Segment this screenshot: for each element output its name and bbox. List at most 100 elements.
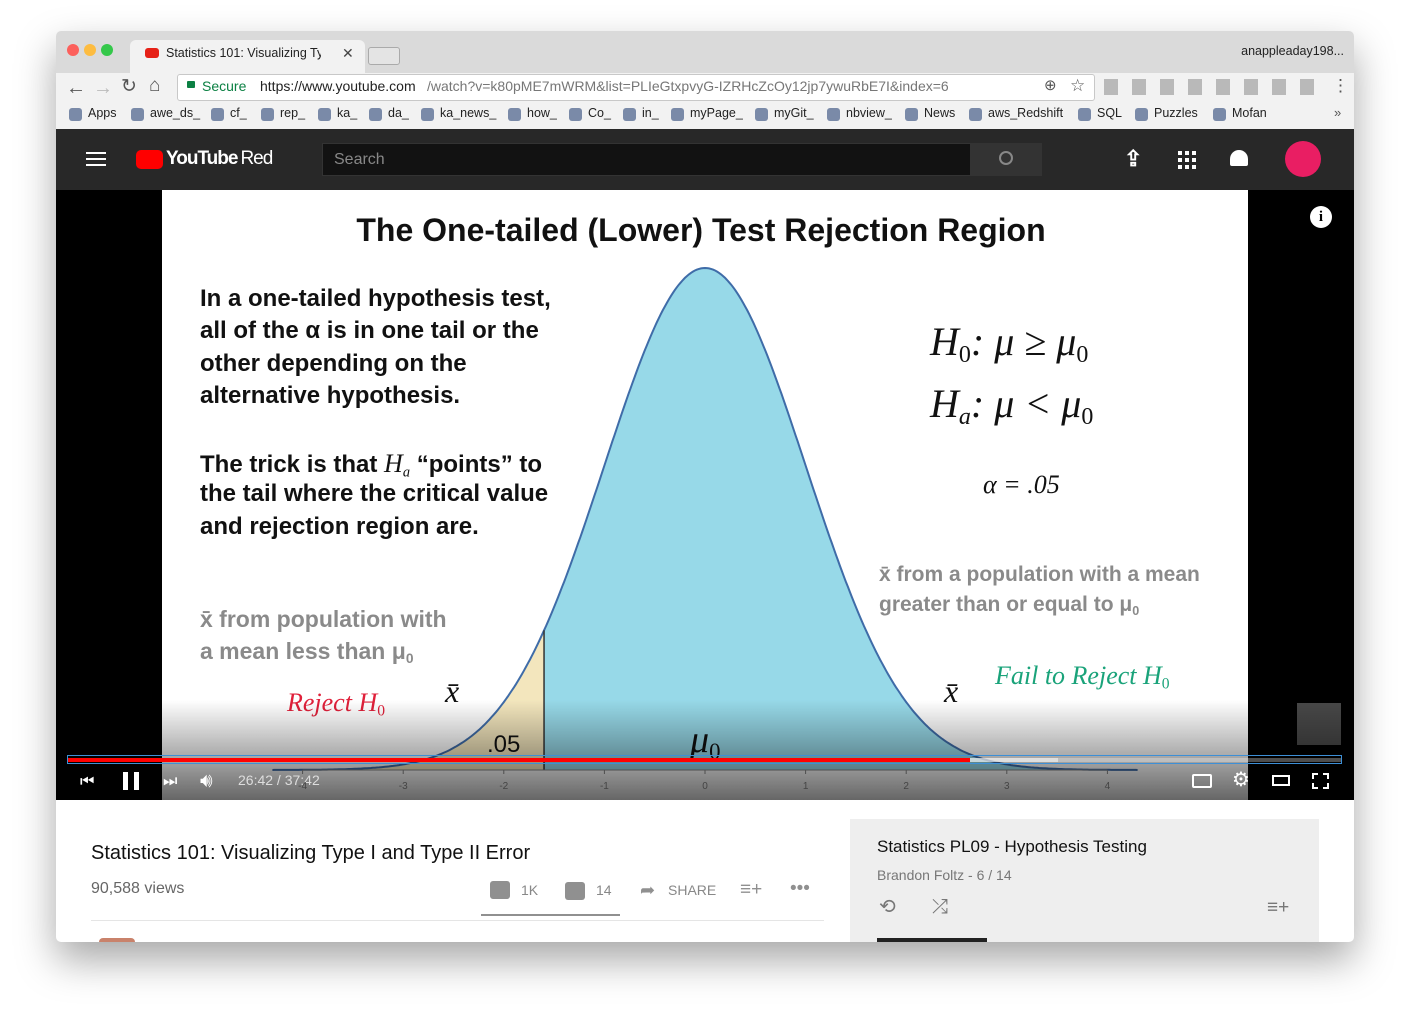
bookmark[interactable]: Apps bbox=[88, 106, 117, 120]
search-box[interactable] bbox=[322, 143, 971, 176]
axis-tick-label: -3 bbox=[398, 781, 408, 792]
new-tab[interactable] bbox=[368, 47, 400, 65]
symbol: H bbox=[930, 381, 959, 426]
minimize-button[interactable] bbox=[84, 44, 96, 56]
bookmark[interactable]: cf_ bbox=[230, 106, 247, 120]
symbol: H bbox=[384, 449, 403, 478]
bookmark[interactable]: myPage_ bbox=[690, 106, 743, 120]
extension-icons[interactable] bbox=[1104, 79, 1319, 95]
bookmark[interactable]: aws_Redshift bbox=[988, 106, 1064, 120]
logo-text[interactable]: YouTube Red bbox=[166, 148, 273, 171]
notifications-icon[interactable] bbox=[1230, 150, 1248, 166]
bookmark-icon bbox=[211, 108, 224, 121]
intro-line: In a one-tailed hypothesis test, bbox=[200, 285, 551, 312]
bookmark[interactable]: myGit_ bbox=[774, 106, 814, 120]
bookmark-star[interactable]: ☆ bbox=[1070, 76, 1086, 95]
reload[interactable]: ↻ bbox=[121, 76, 137, 97]
shuffle-button[interactable]: ⤮ bbox=[932, 896, 948, 918]
zoom-button[interactable] bbox=[101, 44, 113, 56]
axis-tick-label: -1 bbox=[599, 781, 609, 792]
axis-tick-label: 2 bbox=[903, 781, 909, 792]
bookmark[interactable]: SQL bbox=[1097, 106, 1123, 120]
intro-line: other depending on the bbox=[200, 350, 467, 377]
home[interactable]: ⌂ bbox=[149, 75, 161, 96]
loop-button[interactable]: ⟲ bbox=[879, 896, 896, 918]
time-display: 26:42 / 37:42 bbox=[238, 772, 320, 788]
bookmark-icon bbox=[827, 108, 840, 121]
save-playlist[interactable]: ≡+ bbox=[1267, 897, 1290, 918]
alt-hypothesis: Ha: μ < μ0 bbox=[930, 380, 1093, 432]
bookmark-icon bbox=[69, 108, 82, 121]
right-note: greater than or equal to μ0 bbox=[879, 592, 1139, 619]
text: a mean less than μ bbox=[200, 638, 406, 664]
menu-icon[interactable] bbox=[86, 152, 106, 166]
zoom-icon[interactable]: ⊕ bbox=[1044, 77, 1057, 94]
subscript: a bbox=[958, 404, 971, 431]
bookmark[interactable]: how_ bbox=[527, 106, 557, 120]
channel-avatar[interactable] bbox=[99, 938, 135, 942]
tab[interactable] bbox=[130, 40, 365, 73]
controls-gradient bbox=[56, 700, 1354, 800]
bookmark[interactable]: in_ bbox=[642, 106, 659, 120]
bookmark[interactable]: Co_ bbox=[588, 106, 611, 120]
url-host[interactable]: https://www.youtube.com bbox=[260, 78, 416, 94]
fullscreen-button[interactable] bbox=[1312, 773, 1329, 789]
logo-play[interactable] bbox=[136, 150, 163, 169]
axis-tick-label: 3 bbox=[1004, 781, 1010, 792]
bookmark[interactable]: Mofan bbox=[1232, 106, 1267, 120]
playlist-meta: Brandon Foltz - 6 / 14 bbox=[877, 867, 1012, 883]
bookmark-icon bbox=[421, 108, 434, 121]
tab-title[interactable]: Statistics 101: Visualizing Ty bbox=[166, 46, 321, 60]
url-path[interactable]: /watch?v=k80pME7mWRM&list=PLIeGtxpvyG-IZ… bbox=[427, 78, 949, 94]
bookmark-icon bbox=[1078, 108, 1091, 121]
tab-close[interactable]: ✕ bbox=[342, 45, 354, 61]
logo-suffix: Red bbox=[240, 148, 273, 169]
bookmarks-more[interactable]: » bbox=[1334, 105, 1342, 120]
profile-name[interactable]: anappleaday198... bbox=[1241, 44, 1344, 58]
alpha: α = .05 bbox=[983, 470, 1060, 499]
omnibox[interactable] bbox=[177, 74, 1095, 101]
bookmark[interactable]: Puzzles bbox=[1154, 106, 1198, 120]
info-icon[interactable]: i bbox=[1310, 206, 1332, 228]
bookmark[interactable]: nbview_ bbox=[846, 106, 892, 120]
more-icon[interactable]: ••• bbox=[790, 878, 810, 899]
playlist-item-thumb[interactable] bbox=[877, 938, 987, 942]
like-count[interactable]: 1K bbox=[521, 882, 539, 898]
axis-tick-label: 1 bbox=[802, 781, 809, 792]
pause-button[interactable] bbox=[123, 772, 139, 790]
next-button[interactable]: ⏭ bbox=[163, 773, 178, 790]
nav-back[interactable]: ← bbox=[66, 77, 86, 99]
close-button[interactable] bbox=[67, 44, 79, 56]
previous-button[interactable]: ⏮ bbox=[80, 773, 95, 790]
bookmark[interactable]: ka_ bbox=[337, 106, 358, 120]
bookmark-icon bbox=[623, 108, 636, 121]
nav-forward[interactable]: → bbox=[93, 77, 113, 99]
search-placeholder: Search bbox=[334, 151, 385, 168]
apps-icon[interactable] bbox=[1178, 151, 1196, 169]
bookmark[interactable]: da_ bbox=[388, 106, 409, 120]
theater-button[interactable] bbox=[1272, 775, 1290, 786]
volume-button[interactable]: 🔊︎ bbox=[200, 770, 213, 792]
captions-button[interactable] bbox=[1192, 774, 1212, 788]
upload-icon[interactable]: ⇪ bbox=[1124, 146, 1143, 171]
bookmark[interactable]: rep_ bbox=[280, 106, 306, 120]
text: “points” to bbox=[410, 451, 543, 478]
bookmark[interactable]: News bbox=[924, 106, 956, 120]
subscript: 0 bbox=[405, 651, 414, 667]
like-icon[interactable] bbox=[490, 881, 510, 899]
share-icon[interactable]: ➦ bbox=[640, 880, 656, 900]
share-button[interactable]: SHARE bbox=[668, 882, 717, 898]
like-bar bbox=[481, 914, 620, 916]
avatar[interactable] bbox=[1285, 141, 1321, 177]
dislike-count[interactable]: 14 bbox=[596, 882, 612, 898]
menu-button[interactable]: ⋮ bbox=[1332, 76, 1349, 95]
fail-label: Fail to Reject H0 bbox=[995, 660, 1170, 694]
bookmark-icon bbox=[261, 108, 274, 121]
bookmark[interactable]: ka_news_ bbox=[440, 106, 497, 120]
playlist-title[interactable]: Statistics PL09 - Hypothesis Testing bbox=[877, 837, 1147, 856]
bookmark[interactable]: awe_ds_ bbox=[150, 106, 201, 120]
settings-button[interactable]: ⚙ bbox=[1232, 769, 1250, 791]
dislike-icon[interactable] bbox=[565, 882, 585, 900]
add-to-icon[interactable]: ≡+ bbox=[740, 879, 763, 900]
